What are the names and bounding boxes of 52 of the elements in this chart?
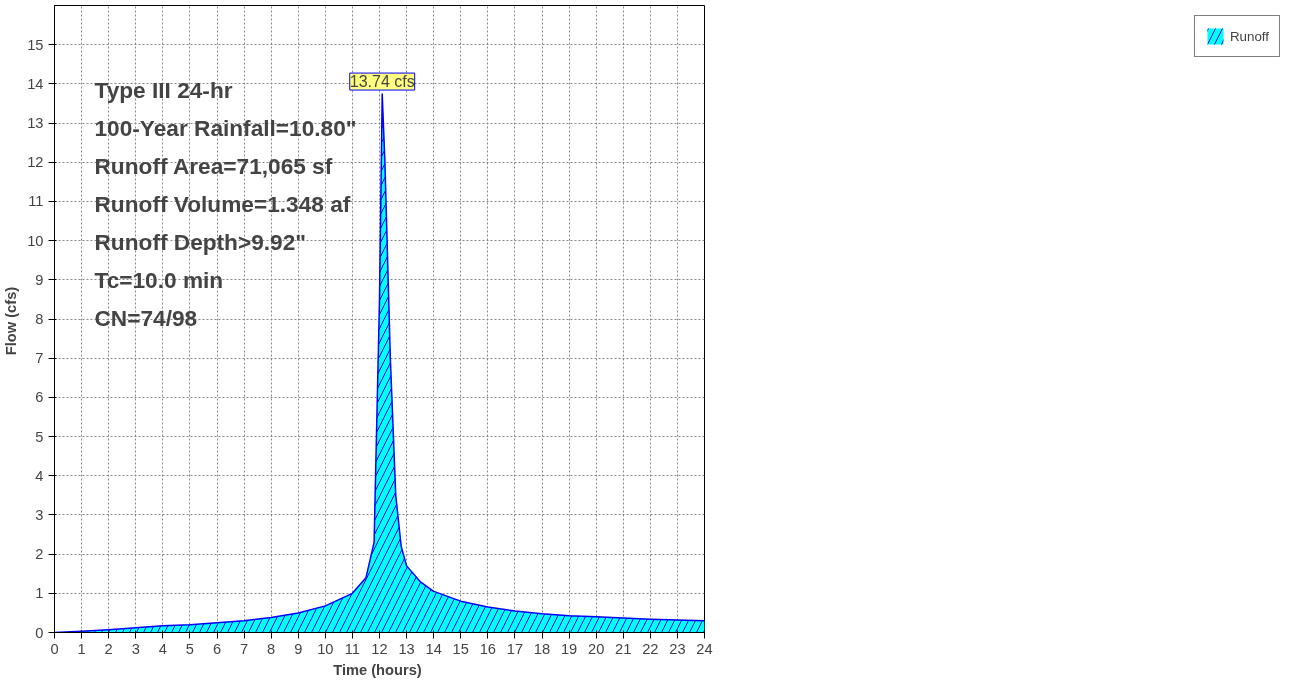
- x-tick-label: 13: [398, 640, 415, 657]
- x-tick-label: 10: [317, 640, 334, 657]
- x-tick-label: 19: [560, 640, 578, 657]
- x-tick-label: 14: [425, 640, 442, 657]
- x-tick-label: 2: [104, 640, 113, 657]
- y-tick-label: 2: [35, 546, 44, 563]
- x-tick-label: 22: [642, 640, 659, 657]
- annotation: CN=74/98: [94, 304, 198, 331]
- x-tick-label: 11: [344, 640, 361, 657]
- x-tick-label: 12: [371, 640, 388, 657]
- y-axis-title: Flow (cfs): [3, 286, 20, 356]
- x-tick-label: 17: [506, 640, 524, 657]
- y-tick-label: 15: [27, 36, 44, 53]
- annotation: Runoff Volume=1.348 af: [94, 190, 351, 217]
- y-tick-label: 5: [35, 428, 44, 445]
- annotation: Runoff Depth>9.92": [94, 228, 307, 255]
- y-tick-label: 8: [35, 311, 44, 327]
- x-tick-label: 8: [267, 640, 276, 657]
- annotation: 13.74 cfs: [349, 73, 415, 91]
- annotation: Runoff Area=71,065 sf: [94, 152, 333, 179]
- annotation: 100-Year Rainfall=10.80": [94, 114, 357, 141]
- y-tick-label: 6: [35, 389, 44, 406]
- x-tick-label: 6: [212, 640, 222, 657]
- x-tick-label: 16: [479, 640, 496, 657]
- x-tick-label: 21: [615, 640, 632, 657]
- x-tick-label: 0: [50, 640, 59, 657]
- y-tick-label: 13: [27, 115, 44, 132]
- x-tick-label: 23: [669, 640, 686, 657]
- y-tick-label: 1: [35, 585, 44, 602]
- x-tick-label: 5: [185, 640, 194, 657]
- x-tick-label: 15: [452, 640, 469, 657]
- x-tick-label: 9: [294, 640, 303, 657]
- x-tick-label: 18: [533, 640, 551, 657]
- x-tick-label: 1: [77, 640, 86, 657]
- legend-label: Runoff: [1229, 28, 1269, 44]
- y-tick-label: 14: [27, 75, 44, 92]
- x-tick-label: 4: [158, 640, 167, 657]
- y-tick-label: 4: [35, 467, 44, 484]
- annotation: Type III 24-hr: [94, 76, 233, 103]
- annotation: Tc=10.0 min: [94, 266, 224, 293]
- y-tick-label: 12: [27, 154, 44, 171]
- y-tick-label: 3: [35, 506, 44, 523]
- x-tick-label: 3: [131, 640, 140, 657]
- x-axis-title: Time (hours): [333, 661, 422, 678]
- x-tick-label: 20: [588, 640, 605, 657]
- y-tick-label: 11: [28, 193, 44, 210]
- x-tick-label: 24: [696, 640, 713, 657]
- y-tick-label: 9: [35, 271, 44, 288]
- x-tick-label: 7: [240, 640, 249, 657]
- y-tick-label: 0: [35, 624, 44, 641]
- y-tick-label: 7: [35, 350, 44, 367]
- y-tick-label: 10: [27, 232, 44, 249]
